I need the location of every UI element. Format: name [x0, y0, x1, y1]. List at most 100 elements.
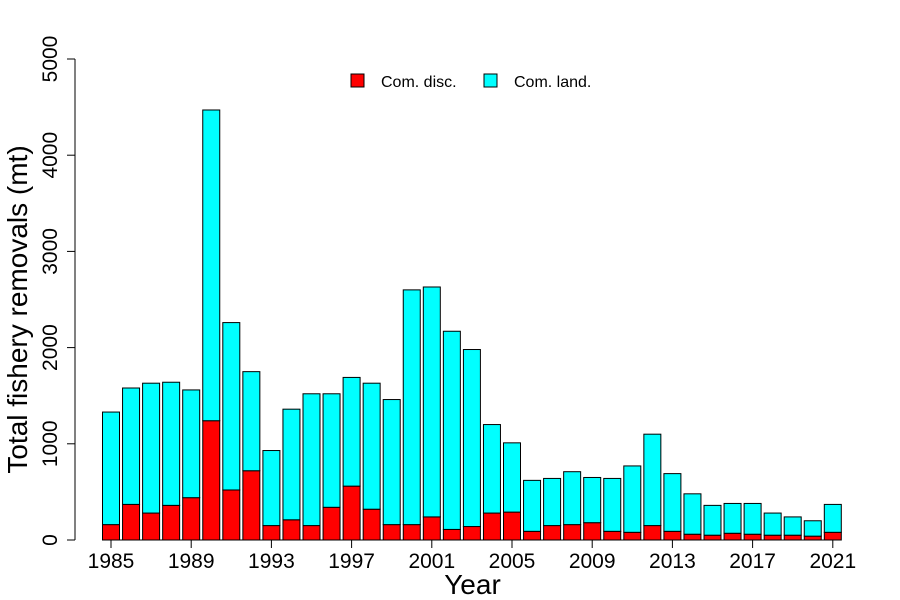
- y-ticks: 0 1000 2000 3000 4000 5000: [39, 36, 75, 546]
- legend-label-com-disc: Com. disc.: [381, 74, 457, 91]
- bar-com-land-1995: [302, 393, 321, 527]
- bar-com-land-2001: [422, 286, 441, 518]
- bar-com-land-1990: [202, 109, 221, 422]
- x-tick-label: 2001: [408, 550, 455, 573]
- bar-com-disc-1991: [222, 489, 241, 541]
- bar-com-land-1989: [182, 389, 201, 499]
- x-tick-label: 1997: [328, 550, 375, 573]
- bar-com-disc-1995: [302, 525, 321, 541]
- bar-com-disc-1986: [122, 503, 141, 541]
- y-tick-label: 4000: [39, 132, 62, 179]
- bar-com-land-1999: [382, 399, 401, 526]
- x-axis-title: Year: [444, 569, 501, 600]
- bar-com-land-2015: [703, 504, 722, 536]
- axes-layer: 0 1000 2000 3000 4000 5000 1985 1989 1993 1997 20…: [39, 36, 856, 573]
- y-tick-label: 5000: [39, 36, 62, 83]
- bar-com-disc-2010: [603, 530, 622, 541]
- bar-com-land-1988: [162, 381, 181, 506]
- bar-com-disc-2005: [503, 511, 521, 541]
- bar-com-land-2011: [623, 465, 642, 533]
- bar-com-disc-1988: [162, 504, 181, 541]
- bar-com-land-2006: [523, 479, 542, 532]
- bar-com-disc-1985: [102, 524, 120, 541]
- bar-com-land-2018: [763, 512, 782, 536]
- x-tick-label: 2013: [649, 550, 696, 573]
- x-ticks: 1985 1989 1993 1997 2001 2005 2009 2013 2017 2021: [88, 540, 856, 573]
- y-tick-label: 0: [39, 534, 62, 546]
- bar-com-disc-1997: [342, 485, 361, 541]
- bar-com-disc-2014: [683, 533, 702, 541]
- bar-com-land-1991: [222, 322, 241, 491]
- bar-com-land-2003: [462, 349, 481, 528]
- x-tick-label: 1989: [168, 550, 215, 573]
- bar-com-disc-1990: [202, 420, 221, 541]
- bar-com-land-2012: [643, 433, 662, 527]
- bar-com-land-2000: [402, 289, 421, 526]
- bar-com-land-1986: [122, 387, 141, 505]
- bar-com-land-1993: [262, 450, 281, 527]
- bar-com-disc-2020: [803, 535, 822, 541]
- legend-label-com-land: Com. land.: [514, 74, 591, 91]
- bar-com-land-2009: [583, 476, 602, 524]
- bar-com-disc-1993: [262, 525, 281, 541]
- y-tick-label: 3000: [39, 228, 62, 275]
- bar-com-disc-2018: [763, 534, 782, 541]
- x-tick-label: 2005: [489, 550, 536, 573]
- bar-com-disc-2012: [643, 525, 662, 541]
- bar-com-disc-1992: [242, 470, 261, 541]
- bar-com-disc-2015: [703, 534, 722, 541]
- bar-com-land-1987: [142, 382, 161, 514]
- bar-com-land-2020: [803, 520, 822, 537]
- bar-com-land-1992: [242, 371, 261, 472]
- bar-com-disc-2008: [563, 524, 582, 541]
- bar-com-land-2007: [543, 477, 562, 527]
- y-tick-label: 2000: [39, 324, 62, 371]
- bar-com-disc-1996: [322, 506, 341, 541]
- bar-com-disc-2001: [422, 516, 441, 541]
- legend: Com. disc. Com. land.: [350, 73, 591, 91]
- bar-com-land-2008: [563, 471, 582, 526]
- bar-com-disc-2003: [462, 526, 481, 541]
- bars-layer: [102, 109, 842, 541]
- bar-com-land-2002: [442, 330, 461, 530]
- y-axis-title: Total fishery removals (mt): [2, 145, 33, 473]
- bar-com-land-1996: [322, 393, 341, 508]
- bar-com-land-1985: [102, 411, 120, 526]
- x-tick-label: 2009: [569, 550, 616, 573]
- bar-com-land-2010: [603, 477, 622, 532]
- bar-com-disc-2006: [523, 530, 542, 541]
- bar-com-land-2019: [783, 516, 802, 536]
- bar-com-disc-2013: [663, 530, 682, 541]
- bar-com-disc-2009: [583, 522, 602, 541]
- bar-com-disc-2017: [743, 533, 762, 541]
- bar-com-disc-2016: [723, 532, 742, 541]
- x-tick-label: 2017: [729, 550, 776, 573]
- bar-com-land-2016: [723, 502, 742, 534]
- bar-com-land-2017: [743, 502, 762, 535]
- bar-com-disc-2002: [442, 528, 461, 541]
- legend-swatch-com-disc: [350, 73, 365, 88]
- y-tick-label: 1000: [39, 420, 62, 467]
- bar-com-disc-1987: [142, 512, 161, 541]
- bar-com-disc-2000: [402, 524, 421, 541]
- bar-com-disc-1998: [362, 508, 381, 541]
- bar-com-disc-2004: [482, 512, 501, 541]
- bar-com-disc-2021: [823, 531, 842, 541]
- x-tick-label: 2021: [809, 550, 856, 573]
- bar-com-land-1997: [342, 376, 361, 487]
- bar-com-land-2005: [503, 442, 521, 513]
- bar-com-disc-1989: [182, 497, 201, 541]
- bar-com-land-2004: [482, 424, 501, 514]
- bar-com-disc-1999: [382, 524, 401, 541]
- bar-com-land-2014: [683, 493, 702, 535]
- bar-com-disc-2011: [623, 531, 642, 541]
- bar-com-land-1998: [362, 382, 381, 510]
- bar-com-land-1994: [282, 408, 301, 521]
- bar-com-disc-2007: [543, 525, 562, 541]
- bar-com-land-2013: [663, 473, 682, 532]
- bar-com-disc-1994: [282, 519, 301, 541]
- bar-com-disc-2019: [783, 534, 802, 541]
- bar-com-land-2021: [823, 503, 842, 533]
